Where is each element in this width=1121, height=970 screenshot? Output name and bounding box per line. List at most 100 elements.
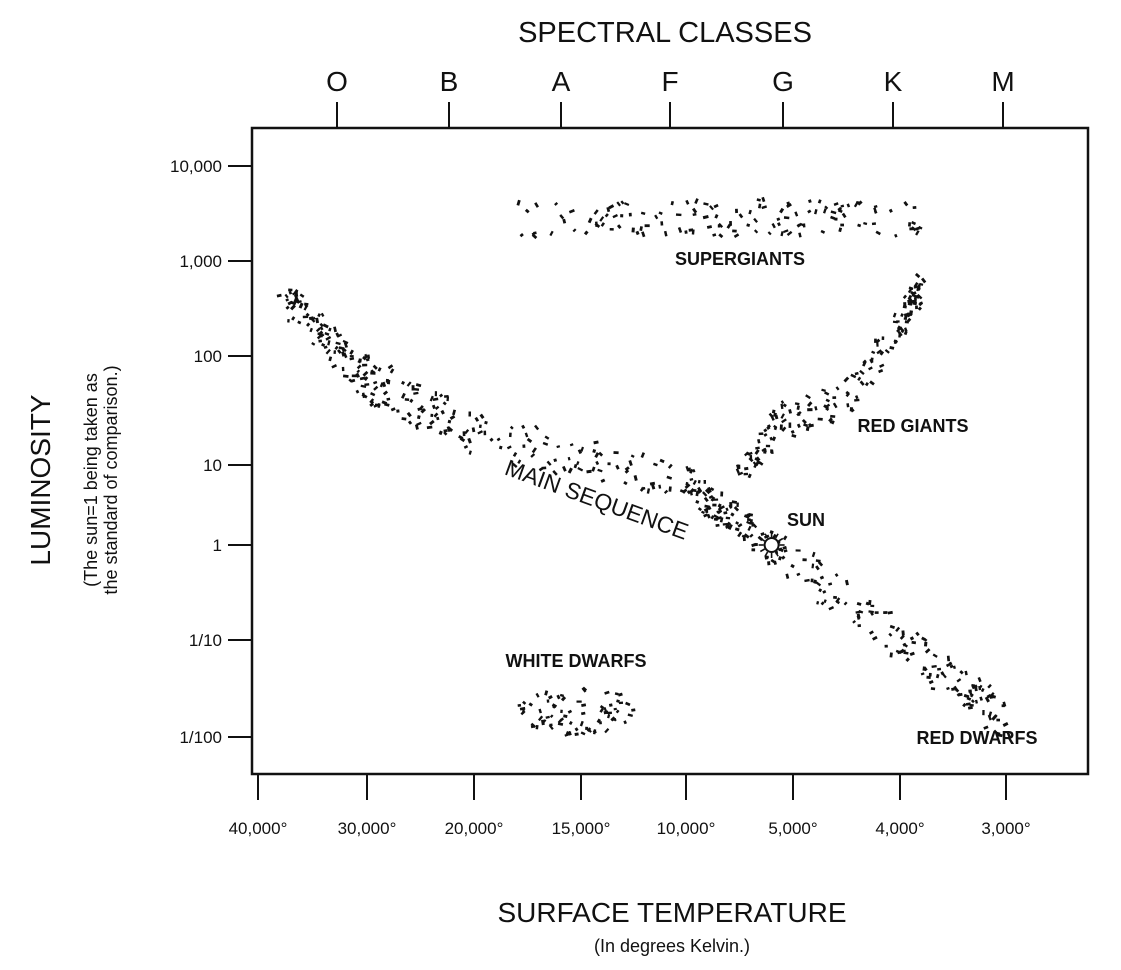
star-main-sequence	[731, 500, 738, 504]
star-main-sequence	[742, 537, 746, 542]
star-main-sequence	[498, 445, 503, 450]
star-main-sequence	[509, 425, 514, 430]
star-main-sequence	[729, 502, 733, 508]
star-main-sequence	[430, 413, 434, 418]
star-main-sequence	[401, 380, 406, 385]
star-main-sequence	[946, 655, 951, 662]
star-white-dwarfs	[547, 695, 553, 700]
star-white-dwarfs	[613, 707, 617, 711]
star-red-giants	[889, 345, 895, 350]
star-main-sequence	[415, 383, 422, 388]
star-red-giants	[903, 330, 908, 336]
star-white-dwarfs	[581, 703, 587, 708]
star-white-dwarfs	[592, 729, 597, 734]
star-main-sequence	[369, 400, 375, 405]
star-main-sequence	[607, 462, 611, 466]
star-supergiants	[807, 209, 812, 214]
star-main-sequence	[365, 358, 370, 362]
star-main-sequence	[452, 409, 457, 416]
star-supergiants	[524, 208, 530, 214]
star-main-sequence	[709, 487, 715, 492]
star-main-sequence	[319, 326, 324, 331]
star-supergiants	[692, 207, 698, 214]
star-main-sequence	[594, 452, 600, 459]
star-supergiants	[783, 229, 789, 234]
star-main-sequence	[909, 636, 915, 641]
star-main-sequence	[946, 686, 950, 691]
star-main-sequence	[889, 624, 896, 629]
star-supergiants	[534, 202, 540, 208]
star-main-sequence	[443, 431, 448, 436]
star-supergiants	[712, 233, 717, 237]
star-main-sequence	[970, 699, 975, 704]
star-main-sequence	[928, 672, 932, 677]
star-main-sequence	[811, 563, 815, 569]
star-supergiants	[628, 212, 632, 217]
star-main-sequence	[426, 425, 433, 430]
star-main-sequence	[704, 488, 711, 495]
star-main-sequence	[696, 489, 701, 494]
star-main-sequence	[447, 426, 454, 432]
x-axis-label: SURFACE TEMPERATURE	[497, 897, 846, 928]
star-red-giants	[744, 451, 750, 457]
star-main-sequence	[649, 481, 656, 486]
star-supergiants	[817, 199, 822, 204]
star-main-sequence	[887, 610, 893, 615]
star-main-sequence	[695, 500, 700, 504]
star-supergiants	[834, 217, 838, 221]
star-red-giants	[757, 438, 761, 444]
star-main-sequence	[915, 631, 920, 637]
star-main-sequence	[512, 451, 518, 457]
star-main-sequence	[546, 460, 552, 466]
star-main-sequence	[767, 561, 771, 566]
star-main-sequence	[870, 604, 875, 608]
star-red-giants	[779, 424, 783, 430]
star-main-sequence	[970, 693, 974, 698]
star-red-giants	[846, 403, 850, 408]
star-main-sequence	[974, 699, 978, 704]
y-tick-label: 1/100	[179, 728, 222, 747]
star-white-dwarfs	[538, 708, 542, 714]
star-main-sequence	[328, 356, 333, 362]
star-main-sequence	[966, 696, 972, 701]
star-red-giants	[897, 330, 903, 337]
star-main-sequence	[663, 489, 669, 494]
star-main-sequence	[323, 345, 328, 350]
star-supergiants	[714, 213, 719, 219]
star-supergiants	[559, 214, 565, 220]
star-supergiants	[620, 200, 625, 205]
star-supergiants	[911, 220, 917, 226]
spectral-class-b: B	[440, 66, 459, 97]
star-main-sequence	[320, 312, 325, 317]
star-red-giants	[788, 422, 792, 428]
star-main-sequence	[377, 403, 381, 408]
star-supergiants	[593, 209, 599, 215]
star-main-sequence	[804, 578, 810, 583]
star-red-giants	[915, 305, 918, 310]
star-supergiants	[606, 206, 611, 213]
star-supergiants	[814, 208, 818, 215]
star-supergiants	[599, 216, 605, 222]
star-main-sequence	[1002, 721, 1009, 727]
star-red-giants	[875, 339, 881, 344]
star-main-sequence	[439, 393, 444, 398]
star-main-sequence	[962, 702, 967, 708]
star-supergiants	[685, 199, 690, 205]
star-main-sequence	[930, 687, 936, 691]
spectral-class-a: A	[552, 66, 571, 97]
star-supergiants	[658, 211, 663, 215]
y-tick-label: 1/10	[189, 631, 222, 650]
star-red-giants	[843, 376, 850, 383]
star-main-sequence	[446, 396, 450, 402]
star-red-giants	[869, 358, 874, 364]
star-main-sequence	[367, 354, 371, 359]
star-main-sequence	[733, 506, 740, 512]
star-red-giants	[780, 400, 785, 404]
star-supergiants	[600, 222, 605, 227]
star-main-sequence	[639, 486, 645, 492]
x-tick-label: 30,000°	[338, 819, 397, 838]
star-red-giants	[913, 285, 919, 289]
star-supergiants	[718, 222, 724, 229]
star-main-sequence	[420, 407, 427, 414]
